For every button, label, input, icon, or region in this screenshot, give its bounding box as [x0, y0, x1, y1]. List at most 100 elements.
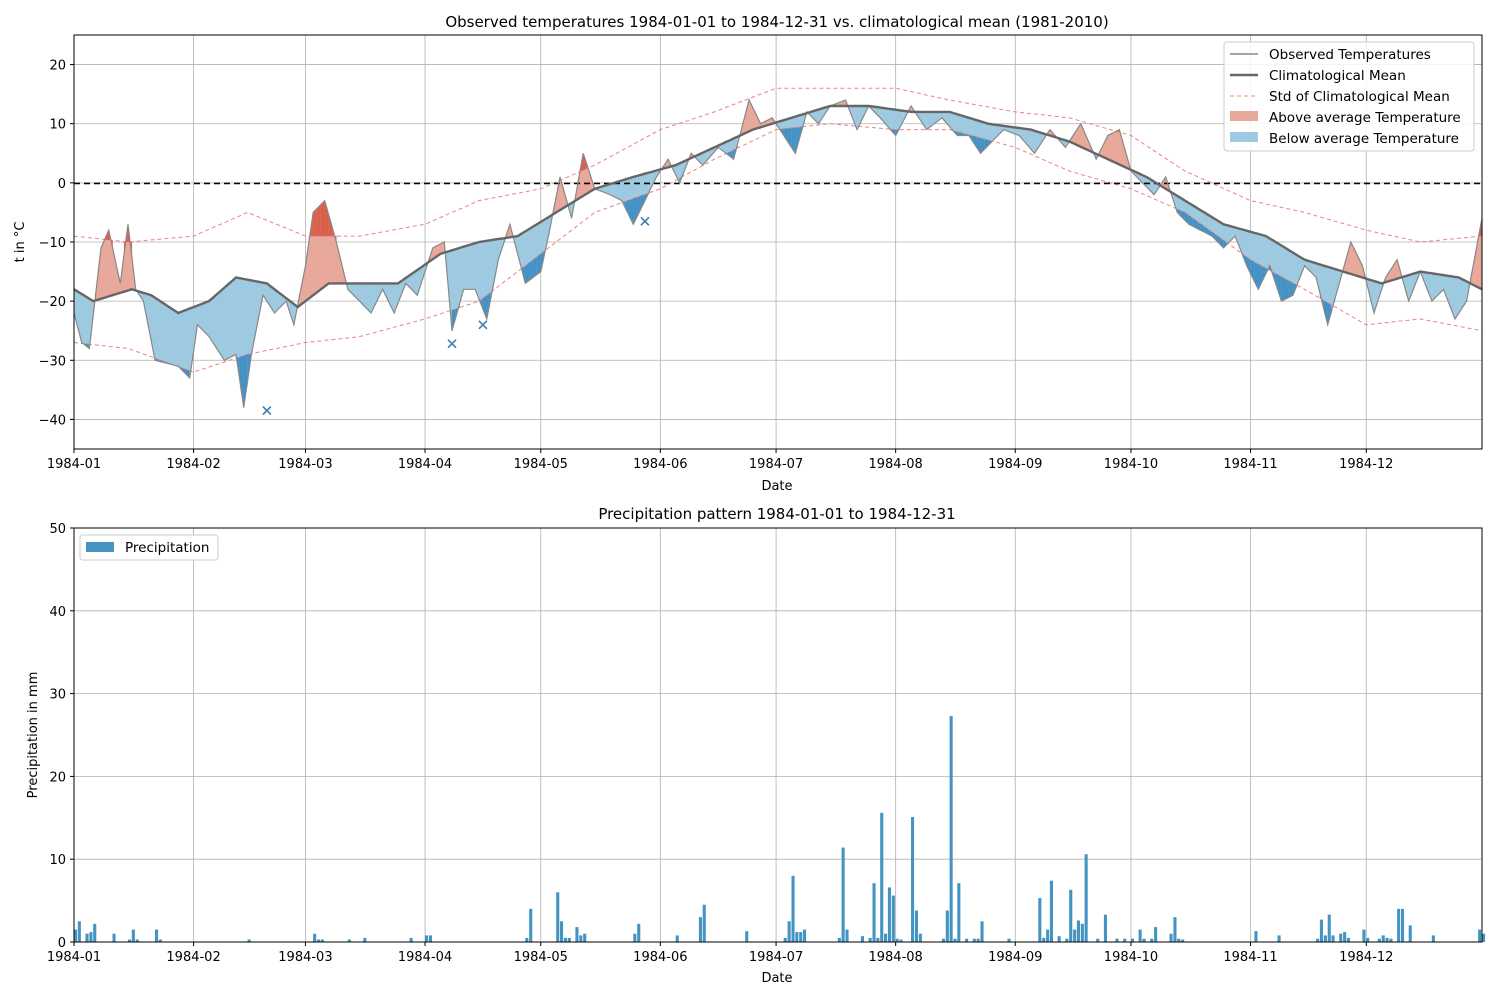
precipitation-bar	[556, 892, 560, 942]
precipitation-bar	[965, 938, 969, 942]
precipitation-bar	[1130, 938, 1134, 942]
above-average-fill	[1111, 131, 1116, 164]
temperature-y-tick-label: −20	[39, 295, 66, 310]
precipitation-bar	[1103, 914, 1107, 942]
precipitation-y-tick-label: 40	[49, 605, 66, 620]
precipitation-bar	[872, 883, 876, 942]
precipitation-bar	[1169, 933, 1173, 942]
precipitation-bar	[1115, 938, 1119, 942]
precipitation-bar	[1073, 929, 1077, 942]
below-average-fill	[177, 311, 183, 371]
precipitation-y-tick-label: 30	[49, 688, 66, 703]
precipitation-bar	[787, 921, 791, 942]
precipitation-bar	[1069, 889, 1073, 942]
precipitation-x-tick-label: 1984-08	[868, 950, 922, 965]
precipitation-bar	[980, 921, 984, 942]
precipitation-y-tick-label: 20	[49, 770, 66, 785]
legend-above-swatch	[1230, 111, 1258, 121]
precipitation-y-tick-label: 0	[58, 936, 66, 951]
precipitation-legend-label: Precipitation	[125, 540, 209, 556]
precipitation-bar	[1173, 917, 1177, 942]
precipitation-bar	[745, 931, 749, 942]
temperature-x-tick-label: 1984-02	[166, 457, 220, 472]
precipitation-bar	[1084, 854, 1088, 942]
below-average-fill	[463, 245, 468, 290]
precipitation-bar	[1316, 938, 1320, 942]
below-average-fill	[158, 299, 163, 363]
temperature-y-axis-label: t in °C	[13, 222, 28, 263]
below-average-fill	[613, 181, 619, 199]
precipitation-bar	[945, 910, 949, 942]
precipitation-bar	[575, 927, 579, 942]
above-extreme-fill	[316, 204, 322, 237]
precipitation-bar	[1138, 929, 1142, 942]
precipitation-bar	[957, 883, 961, 942]
precipitation-bar	[795, 932, 799, 942]
below-average-fill	[204, 300, 210, 338]
precipitation-bar	[583, 933, 587, 942]
below-average-fill	[1454, 276, 1460, 320]
precipitation-bar	[563, 937, 567, 942]
precipitation-bar	[1049, 880, 1053, 942]
precipitation-x-tick-label: 1984-05	[514, 950, 568, 965]
precipitation-x-tick-label: 1984-10	[1104, 950, 1158, 965]
legend-below-swatch	[1230, 132, 1258, 142]
precipitation-bar	[425, 935, 429, 942]
temperature-x-tick-label: 1984-01	[47, 457, 101, 472]
temperature-y-ticks: −40 −30 −20 −10 0 10 20	[39, 59, 74, 428]
precipitation-bar	[1482, 933, 1486, 942]
precipitation-chart-title: Precipitation pattern 1984-01-01 to 1984…	[598, 505, 955, 523]
precipitation-bar	[320, 939, 324, 942]
precipitation-bar	[949, 716, 953, 942]
precipitation-x-tick-label: 1984-01	[47, 950, 101, 965]
precipitation-legend-frame	[79, 534, 219, 561]
below-average-fill	[174, 310, 179, 367]
temperature-x-tick-label: 1984-04	[398, 457, 452, 472]
precipitation-bar	[698, 917, 702, 942]
precipitation-bar	[1346, 937, 1350, 942]
below-extreme-fill	[1288, 280, 1294, 298]
legend-observed-label: Observed Temperatures	[1269, 47, 1431, 63]
below-average-fill	[220, 287, 225, 361]
precipitation-bar	[131, 929, 135, 942]
temperature-x-tick-label: 1984-03	[278, 457, 332, 472]
below-average-fill	[467, 244, 472, 290]
precipitation-x-tick-label: 1984-04	[398, 950, 452, 965]
precipitation-bar	[799, 932, 803, 942]
precipitation-bar	[702, 904, 706, 942]
precipitation-bar	[675, 935, 679, 942]
below-average-fill	[185, 308, 190, 379]
legend-below-label: Below average Temperature	[1269, 131, 1459, 147]
precipitation-bar	[247, 939, 251, 942]
precipitation-bar	[1327, 914, 1331, 942]
precipitation-bar	[918, 933, 922, 942]
temperature-y-tick-label: −40	[39, 413, 66, 428]
precipitation-plot-background	[74, 528, 1482, 942]
temperature-x-tick-label: 1984-06	[633, 457, 687, 472]
below-average-fill	[961, 115, 966, 136]
precipitation-bar	[837, 937, 841, 942]
precipitation-x-tick-label: 1984-12	[1339, 950, 1393, 965]
temperature-y-tick-label: −10	[39, 236, 66, 251]
below-average-fill	[208, 297, 214, 344]
temperature-y-tick-label: 10	[49, 118, 66, 133]
precipitation-bar	[89, 932, 93, 942]
precipitation-bar	[860, 936, 864, 942]
observed-temperature-line	[73, 98, 1483, 408]
precipitation-bar	[155, 929, 159, 942]
precipitation-x-tick-label: 1984-11	[1223, 950, 1277, 965]
std-of-climatological-mean-lines	[73, 87, 1483, 373]
temperature-legend: Observed Temperatures Climatological Mea…	[1223, 41, 1475, 152]
precipitation-bar	[1478, 929, 1482, 942]
extreme-cold-marker	[478, 320, 488, 330]
precipitation-bar	[941, 938, 945, 942]
precipitation-bar	[1397, 908, 1401, 942]
precipitation-bar	[895, 938, 899, 942]
temperature-chart-title: Observed temperatures 1984-01-01 to 1984…	[445, 13, 1108, 31]
precipitation-bar	[1377, 938, 1381, 942]
above-average-fill	[1107, 133, 1112, 162]
precipitation-bar	[1401, 908, 1405, 942]
above-extreme-fill	[320, 200, 325, 237]
std-upper-line	[73, 87, 1483, 243]
extreme-cold-marker	[262, 405, 272, 416]
